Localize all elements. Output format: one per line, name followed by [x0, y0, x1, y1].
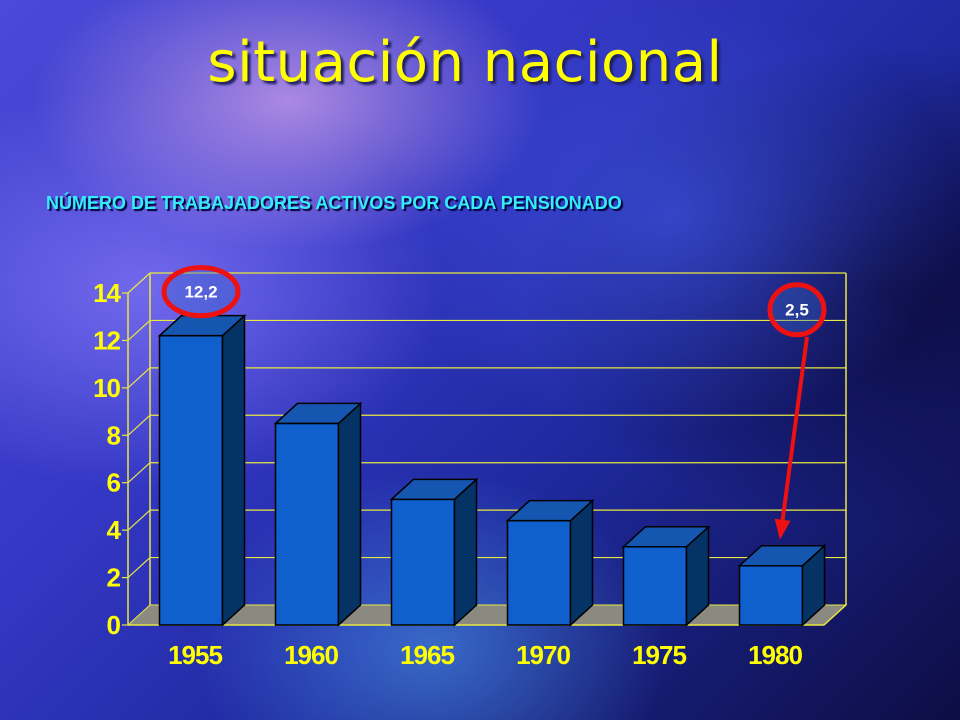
- bar-side-1960: [337, 401, 362, 627]
- x-tick-label: 1980: [748, 640, 802, 670]
- bar-top-1965: [389, 478, 479, 501]
- bar-1960: [274, 422, 340, 626]
- bar-1975: [622, 545, 688, 626]
- y-tick-label: 2: [107, 563, 121, 593]
- bar-top-1955: [157, 314, 247, 337]
- gridline-side: [127, 462, 151, 484]
- arrow-head: [774, 518, 791, 540]
- slide-title: situación nacional: [207, 30, 723, 95]
- bar-top-1975: [621, 525, 711, 548]
- y-tick-label: 12: [93, 325, 120, 355]
- gridline-side: [127, 414, 151, 436]
- bar-top-1980: [737, 544, 827, 567]
- x-tick-label: 1970: [516, 640, 570, 670]
- arrow-line: [778, 336, 809, 536]
- bar-1970: [506, 519, 572, 626]
- y-tick-label: 6: [107, 468, 121, 498]
- bar-1980: [738, 564, 804, 626]
- bar-1955: [158, 334, 224, 626]
- bar-side-1965: [453, 477, 478, 627]
- data-label-1980: 2,5: [785, 301, 809, 320]
- y-tick-label: 14: [93, 278, 121, 308]
- gridline-side: [127, 319, 151, 341]
- chart-subtitle: NÚMERO DE TRABAJADORES ACTIVOS POR CADA …: [46, 193, 622, 213]
- bar-top-1960: [273, 402, 363, 425]
- x-tick-label: 1965: [400, 640, 454, 670]
- gridline-side: [127, 367, 151, 389]
- bar-side-1970: [569, 498, 594, 627]
- y-tick-label: 0: [107, 610, 121, 640]
- bar-side-1955: [221, 313, 246, 627]
- gridline-side: [127, 509, 151, 531]
- x-tick-label: 1960: [284, 640, 338, 670]
- y-tick-label: 4: [107, 515, 122, 545]
- floor-right-edge: [823, 604, 847, 626]
- x-tick-label: 1955: [168, 640, 222, 670]
- bar-1965: [390, 498, 456, 626]
- y-tick-label: 10: [93, 373, 120, 403]
- gridline-side: [127, 272, 151, 294]
- gridline-side: [127, 557, 151, 579]
- highlight-circle-1955: [161, 265, 241, 319]
- highlight-circle-1980: [767, 282, 827, 338]
- bar-top-1970: [505, 499, 595, 522]
- data-label-1955: 12,2: [184, 283, 217, 302]
- x-tick-label: 1975: [632, 640, 686, 670]
- y-tick-label: 8: [107, 420, 121, 450]
